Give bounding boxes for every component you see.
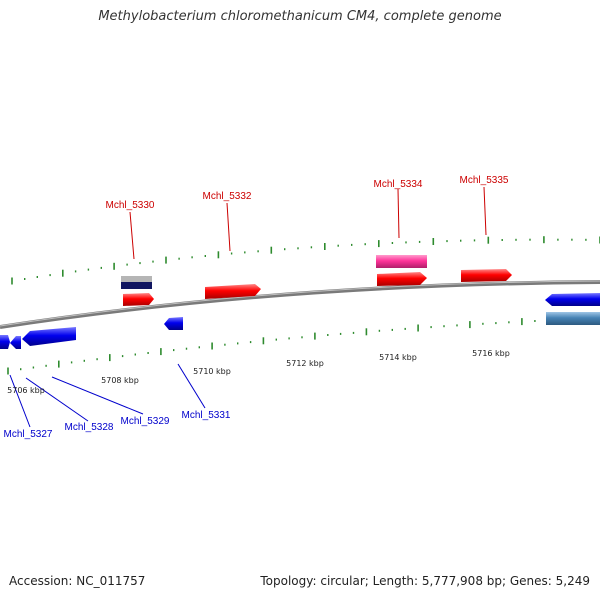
feature-pink-block xyxy=(376,255,427,268)
leader-line xyxy=(51,376,144,415)
gene-label-mchl-5332[interactable]: Mchl_5332 xyxy=(203,191,252,202)
tick-track-lower xyxy=(7,315,600,375)
leader-line xyxy=(397,188,400,239)
feature-navy-block xyxy=(121,282,152,289)
scale-label-5706: 5706 kbp xyxy=(7,386,45,395)
feature-mchl-5330-arrow xyxy=(123,293,154,306)
feature-mchl-5329-arrow xyxy=(22,327,76,346)
scale-label-5708: 5708 kbp xyxy=(101,376,139,385)
gene-label-mchl-5329[interactable]: Mchl_5329 xyxy=(121,416,170,427)
leader-line xyxy=(226,202,231,252)
feature-mchl-5335-arrow xyxy=(461,269,512,282)
feature-mchl-5332-arrow xyxy=(205,284,261,299)
leader-line xyxy=(9,374,31,428)
map-title: Methylobacterium chloromethanicum CM4, c… xyxy=(98,9,502,24)
feature-mchl-5334-arrow xyxy=(377,272,427,286)
leader-line xyxy=(483,186,487,236)
leader-line xyxy=(129,211,135,260)
feature-blue-right-arrow xyxy=(545,293,600,306)
scale-label-5712: 5712 kbp xyxy=(286,359,324,368)
gene-label-mchl-5331[interactable]: Mchl_5331 xyxy=(182,410,231,421)
tick-track-upper xyxy=(11,236,600,285)
gene-label-mchl-5330[interactable]: Mchl_5330 xyxy=(106,200,155,211)
genome-backbone-highlight xyxy=(0,280,600,327)
genome-backbone xyxy=(0,280,600,329)
gene-label-mchl-5328[interactable]: Mchl_5328 xyxy=(65,422,114,433)
scale-label-5714: 5714 kbp xyxy=(379,353,417,362)
genome-summary-label: Topology: circular; Length: 5,777,908 bp… xyxy=(260,574,590,588)
gene-label-mchl-5334[interactable]: Mchl_5334 xyxy=(374,179,423,190)
gene-label-mchl-5327[interactable]: Mchl_5327 xyxy=(4,429,53,440)
feature-mchl-5328-arrow xyxy=(10,336,21,349)
leader-line xyxy=(25,377,89,422)
scale-label-5710: 5710 kbp xyxy=(193,367,231,376)
feature-steel-right-block xyxy=(546,312,600,325)
accession-label: Accession: NC_011757 xyxy=(9,574,146,588)
scale-label-5716: 5716 kbp xyxy=(472,349,510,358)
leader-line xyxy=(177,363,206,409)
feature-mchl-5327-arrow xyxy=(0,335,10,349)
feature-gray-block xyxy=(121,276,152,282)
feature-mchl-5331-arrow xyxy=(164,317,183,330)
gene-label-mchl-5335[interactable]: Mchl_5335 xyxy=(460,175,509,186)
